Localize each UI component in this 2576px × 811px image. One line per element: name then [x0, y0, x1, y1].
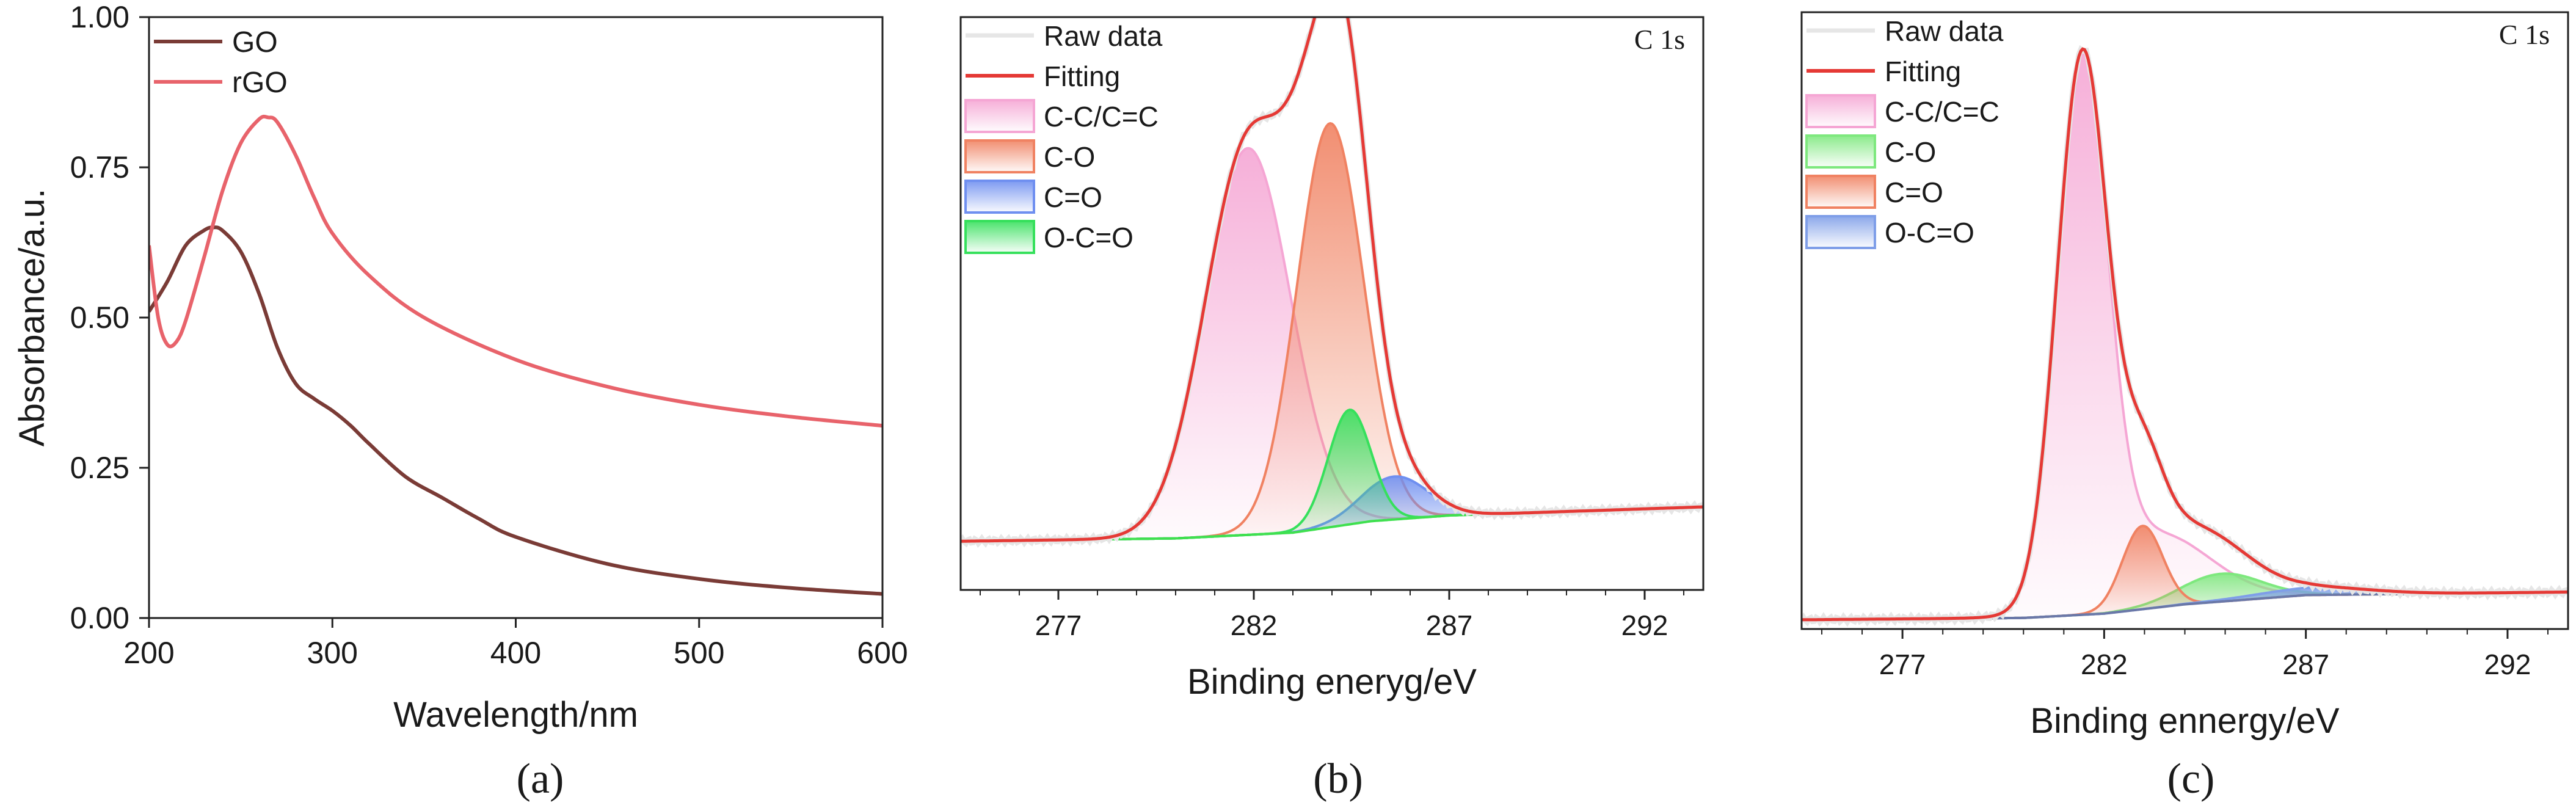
legend-label: rGO: [232, 67, 288, 99]
legend-label: GO: [232, 26, 278, 59]
x-tick-label: 292: [2484, 649, 2531, 680]
x-tick-label: 200: [123, 636, 174, 670]
legend-swatch-C=O: [964, 180, 1035, 214]
x-tick-label: 287: [2282, 649, 2329, 680]
series-line-fitting: [961, 17, 1703, 543]
legend-swatch-C=O: [1805, 175, 1876, 209]
plot-area: [961, 17, 1703, 548]
panel-label: (c): [2167, 755, 2215, 802]
legend-label: Fitting: [1044, 60, 1120, 92]
y-tick-label: 1.00: [70, 0, 129, 34]
x-tick-label: 400: [490, 636, 541, 670]
legend-label: Fitting: [1885, 56, 1961, 87]
legend-label: Raw data: [1885, 15, 2004, 47]
legend-label: C=O: [1044, 181, 1102, 213]
chart-title: C 1s: [1634, 24, 1685, 55]
x-tick-label: 500: [674, 636, 724, 670]
legend-label: O-C=O: [1044, 222, 1133, 253]
panel-a-curves: [149, 114, 882, 596]
series-line-fitting: [1802, 47, 2568, 622]
legend-label: C-C/C=C: [1044, 101, 1159, 133]
legend-swatch-C-C/C=C: [964, 99, 1035, 133]
legend-label: C-C/C=C: [1885, 96, 1999, 128]
y-tick-label: 0.00: [70, 601, 129, 635]
y-tick-label: 0.50: [70, 300, 129, 335]
x-axis-label: Wavelength/nm: [393, 695, 638, 735]
panel-label: (b): [1313, 755, 1363, 802]
legend-label: C=O: [1885, 176, 1943, 208]
legend-swatch-C-O: [1805, 134, 1876, 169]
y-tick-label: 0.25: [70, 451, 129, 485]
legend-swatch-C-C/C=C: [1805, 94, 1876, 128]
chart-title: C 1s: [2499, 19, 2550, 50]
component-fill-C-O: [961, 123, 1703, 542]
legend-swatch-O-C=O: [964, 220, 1035, 254]
plot-area: [1802, 45, 2568, 627]
x-tick-label: 277: [1879, 649, 1926, 680]
series-line-rGO: [149, 114, 882, 428]
legend-label: C-O: [1885, 136, 1936, 168]
series-line-GO: [149, 225, 882, 596]
component-fill-C-C/C=C: [1802, 50, 2568, 620]
panel-a: 200 300 400 500 600 0.00 0.25 0.50 0.75 1.00 Wavel…: [12, 0, 908, 802]
y-tick-label: 0.75: [70, 150, 129, 184]
x-tick-label: 282: [1231, 609, 1278, 641]
x-tick-label: 277: [1035, 609, 1082, 641]
panel-label: (a): [517, 755, 564, 802]
component-fill-C=O: [1802, 526, 2568, 620]
x-tick-label: 600: [857, 636, 908, 670]
x-tick-label: 300: [307, 636, 358, 670]
x-tick-label: 292: [1621, 609, 1668, 641]
x-axis-label: Binding ennergy/eV: [2030, 701, 2340, 741]
legend-swatch-C-O: [964, 139, 1035, 173]
component-outline-C-C/C=C: [1802, 48, 2568, 621]
legend-swatch-O-C=O: [1805, 215, 1876, 249]
panel-b: 277 282 287 292 Binding eneryg/eV C 1s Raw dat…: [959, 16, 1705, 802]
x-axis-label: Binding eneryg/eV: [1187, 662, 1477, 702]
x-tick-label: 282: [2081, 649, 2128, 680]
panel-c: 277 282 287 292 Binding ennergy/eV C 1s Raw da…: [1800, 11, 2569, 802]
plot-frame: [148, 16, 884, 619]
legend-label: Raw data: [1044, 20, 1163, 52]
component-fill-O-C=O: [961, 410, 1703, 542]
y-axis-label: Absorbance/a.u.: [12, 189, 52, 446]
legend-label: O-C=O: [1885, 217, 1974, 249]
series-line-raw-data: [1802, 45, 2568, 627]
legend-label: C-O: [1044, 141, 1095, 173]
x-tick-label: 287: [1426, 609, 1473, 641]
